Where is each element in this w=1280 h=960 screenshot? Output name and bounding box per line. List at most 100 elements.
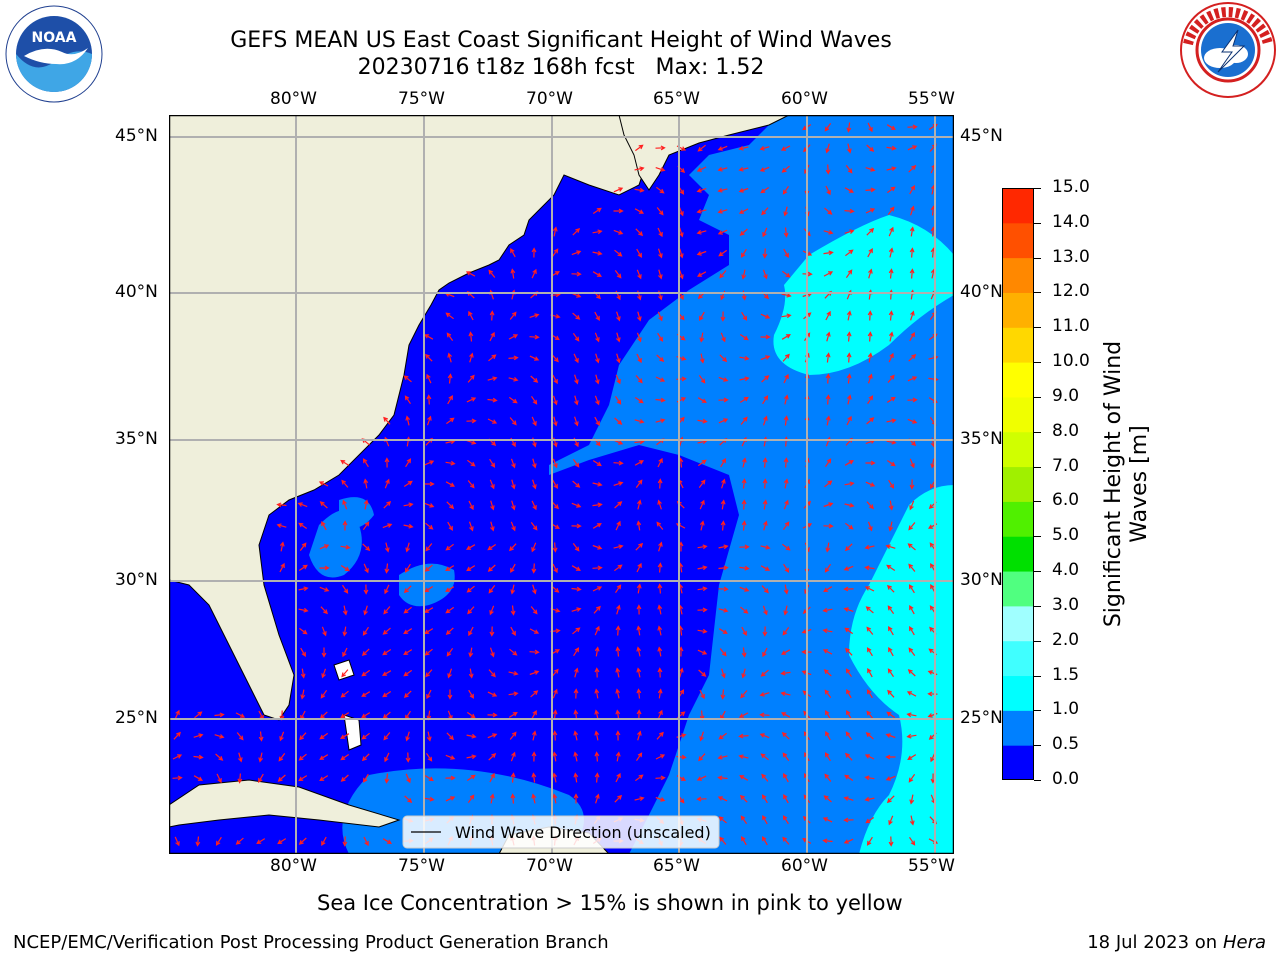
wave-direction-arrow (762, 836, 768, 846)
wave-direction-arrow (361, 691, 371, 697)
wave-direction-arrow (635, 144, 644, 152)
wave-direction-arrow (615, 730, 621, 741)
wave-direction-arrow (762, 520, 768, 531)
wave-direction-arrow (762, 269, 768, 280)
land-maritimes (618, 115, 790, 191)
wave-direction-arrow (718, 586, 729, 592)
wave-direction-arrow (864, 775, 875, 781)
wave-direction-arrow (320, 689, 328, 699)
lat-label-right: 25°N (960, 708, 1003, 728)
wave-direction-arrow (885, 733, 896, 739)
wave-direction-arrow (467, 606, 475, 615)
colorbar-tick-label: 1.0 (1052, 699, 1080, 720)
wave-direction-arrow (759, 712, 770, 718)
wave-direction-arrow (614, 794, 623, 803)
wave-direction-arrow (717, 775, 728, 781)
wave-direction-arrow (615, 374, 621, 385)
wave-direction-arrow (657, 332, 664, 342)
lon-label-bottom: 70°W (526, 856, 573, 876)
wave-direction-arrow (761, 207, 769, 216)
wave-direction-arrow (760, 313, 771, 319)
wave-direction-arrow (363, 605, 368, 616)
wave-direction-arrow (467, 480, 475, 489)
wave-direction-arrow (888, 268, 894, 279)
wave-direction-arrow (867, 268, 873, 279)
wave-direction-arrow (823, 586, 833, 593)
wave-direction-arrow (258, 752, 264, 763)
colorbar-tick-mark (1034, 431, 1041, 433)
wave-direction-arrow (762, 395, 769, 405)
wave-direction-arrow (572, 480, 581, 488)
wave-direction-arrow (446, 501, 455, 510)
wave-direction-arrow (510, 563, 516, 573)
wave-direction-arrow (888, 647, 894, 657)
wave-direction-arrow (447, 689, 453, 700)
wave-direction-arrow (300, 668, 306, 679)
wave-direction-arrow (318, 481, 329, 487)
wave-direction-arrow (739, 775, 749, 781)
wave-direction-arrow (340, 774, 349, 782)
wave-direction-arrow (468, 521, 474, 532)
wave-direction-arrow (822, 817, 833, 823)
wave-direction-arrow (866, 501, 874, 510)
wave-direction-arrow (845, 647, 853, 656)
wave-direction-arrow (822, 628, 833, 634)
wave-direction-arrow (634, 397, 644, 404)
colorbar-tick-mark (1034, 188, 1041, 189)
wave-direction-arrow (594, 646, 600, 657)
wave-direction-arrow (340, 690, 349, 698)
wave-direction-arrow (864, 565, 875, 571)
wave-direction-arrow (635, 774, 644, 782)
wave-direction-arrow (721, 478, 726, 489)
wave-direction-arrow (844, 502, 855, 508)
wave-direction-arrow (552, 458, 558, 469)
wave-direction-arrow (782, 185, 789, 195)
wave-direction-arrow (216, 773, 222, 784)
wave-direction-arrow (697, 565, 708, 571)
wave-direction-arrow (739, 355, 750, 361)
wave-direction-arrow (573, 688, 579, 699)
colorbar-tick-mark (1034, 327, 1041, 329)
wave-direction-arrow (910, 205, 915, 216)
wave-direction-arrow (698, 753, 706, 762)
wave-direction-arrow (510, 268, 516, 279)
wave-direction-arrow (490, 500, 495, 511)
wave-direction-arrow (741, 478, 747, 489)
wave-direction-arrow (445, 586, 455, 592)
wave-direction-arrow (697, 397, 707, 403)
wave-direction-arrow (867, 122, 873, 133)
wave-direction-arrow (445, 460, 456, 466)
noaa-logo: NOAA (4, 4, 104, 104)
colorbar-tick-label: 9.0 (1052, 385, 1080, 406)
wave-direction-arrow (719, 270, 727, 279)
wave-direction-arrow (782, 627, 790, 636)
wave-direction-arrow (846, 310, 852, 321)
wave-direction-arrow (508, 376, 519, 382)
wave-direction-arrow (844, 229, 855, 235)
wave-direction-arrow (487, 712, 498, 718)
wave-direction-arrow (298, 837, 307, 845)
colorbar-tick-label: 0.5 (1052, 734, 1080, 755)
wave-direction-arrow (655, 418, 666, 424)
wave-direction-arrow (845, 752, 853, 761)
wave-direction-arrow (424, 648, 433, 656)
wave-direction-arrow (592, 565, 603, 571)
wave-direction-arrow (488, 753, 497, 761)
wave-direction-arrow (909, 500, 915, 511)
wave-direction-arrow (718, 397, 729, 403)
wave-direction-arrow (780, 145, 791, 151)
wave-direction-arrow (340, 733, 350, 739)
wave-direction-arrow (867, 395, 874, 405)
wave-direction-arrow (825, 542, 831, 553)
wave-direction-arrow (741, 626, 747, 636)
wave-direction-arrow (489, 458, 496, 468)
wave-direction-arrow (319, 754, 329, 760)
wave-direction-arrow (531, 416, 537, 427)
wave-direction-arrow (656, 731, 664, 740)
wave-direction-arrow (572, 458, 580, 468)
wave-direction-arrow (489, 626, 495, 637)
wave-direction-arrow (594, 772, 600, 783)
wave-direction-arrow (864, 754, 875, 760)
wave-direction-arrow (825, 415, 831, 426)
wave-direction-arrow (865, 817, 875, 824)
